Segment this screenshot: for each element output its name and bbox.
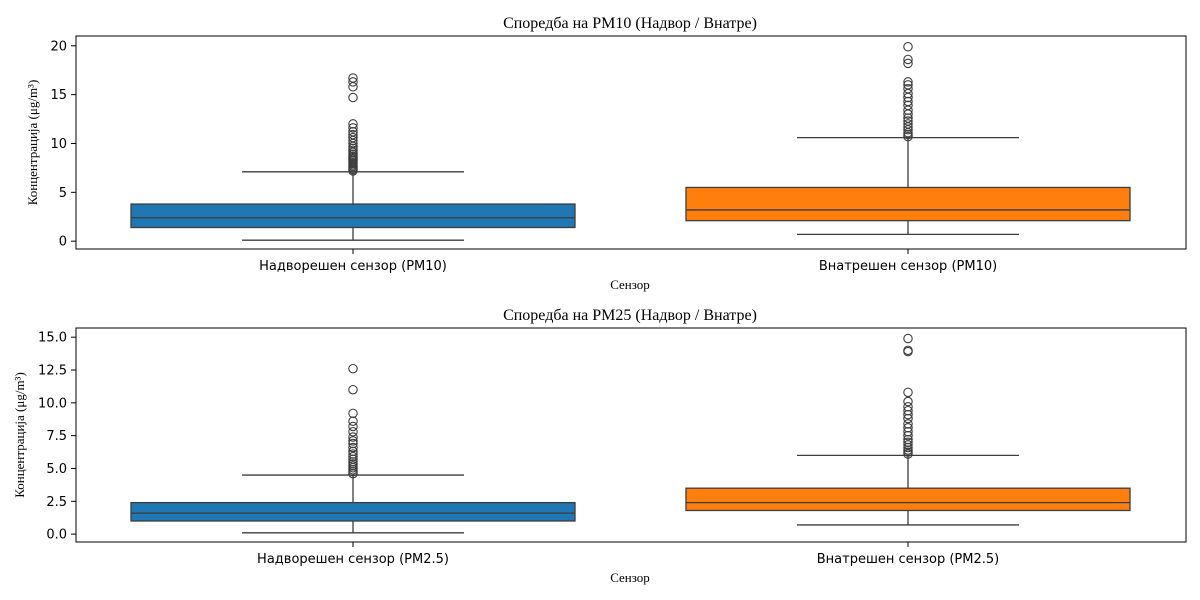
x-tick-label: Внатрешен сензор (PM10) <box>819 259 997 274</box>
y-tick-label: 0 <box>59 235 67 250</box>
chart-title-pm25: Споредба на PM25 (Надвор / Внатре) <box>503 307 757 324</box>
outlier-point <box>348 82 358 92</box>
outlier-point <box>348 384 358 395</box>
x-tick-label: Внатрешен сензор (PM2.5) <box>817 552 1000 567</box>
outlier-point <box>348 73 358 83</box>
axes-frame-pm10 <box>75 35 1187 250</box>
box-outdoor <box>130 203 576 229</box>
outlier-point <box>903 41 913 52</box>
outlier-point <box>903 405 913 416</box>
outlier-point <box>348 119 358 129</box>
subplot-pm10: Споредба на PM10 (Надвор / Внатре) 0 5 10 1… <box>25 15 1187 292</box>
outlier-point <box>348 416 358 426</box>
y-tick-label: 12.5 <box>38 364 67 379</box>
outlier-point <box>903 402 913 412</box>
y-tick-label: 15 <box>50 88 67 103</box>
box-indoor <box>685 186 1131 222</box>
y-tick-label: 10 <box>50 137 67 152</box>
outlier-point <box>903 113 913 123</box>
outlier-point <box>903 96 913 107</box>
x-axis-label-pm25: Сензор <box>610 570 650 585</box>
outlier-point <box>903 77 913 87</box>
y-axis-label-pm25: Концентрација (μg/m³) <box>12 372 27 498</box>
y-tick-label: 2.5 <box>46 495 67 510</box>
outlier-point <box>348 438 358 449</box>
box-outdoor <box>130 501 576 522</box>
x-tick-label: Надворешен сензор (PM10) <box>259 259 447 274</box>
outlier-point <box>903 333 913 344</box>
outlier-point <box>903 396 913 407</box>
outlier-point <box>903 345 913 356</box>
outlier-point <box>348 92 358 103</box>
outlier-point <box>903 423 913 433</box>
outlier-point <box>903 116 913 126</box>
y-tick-label: 7.5 <box>46 429 67 444</box>
outlier-point <box>903 84 913 94</box>
outlier-point <box>348 127 358 137</box>
y-tick-label: 0.0 <box>46 528 67 543</box>
y-tick-label: 5 <box>59 186 67 201</box>
chart-title-pm10: Споредба на PM10 (Надвор / Внатре) <box>503 15 757 32</box>
outlier-point <box>903 80 913 90</box>
y-tick-label: 5.0 <box>46 462 67 477</box>
outlier-point <box>348 426 358 437</box>
outlier-point <box>348 129 358 140</box>
outlier-point <box>348 442 358 453</box>
outlier-point <box>348 421 358 432</box>
outlier-point <box>348 132 358 143</box>
outlier-point <box>348 363 358 374</box>
plot-area-pm10: 0 5 10 15 20 Надворешен сензор (PM10) Внатреше… <box>50 39 1131 274</box>
subplot-pm25: Споредба на PM25 (Надвор / Внатре) 0.0 2.… <box>12 307 1187 585</box>
y-tick-label: 20 <box>50 39 67 54</box>
outlier-point <box>903 54 913 65</box>
plot-area-pm25: 0.0 2.5 5.0 7.5 10.0 12.5 15.0 Надворешен сензо… <box>38 331 1131 567</box>
outlier-point <box>903 100 913 111</box>
outlier-point <box>903 58 913 69</box>
outlier-point <box>348 451 358 462</box>
y-axis-label-pm10: Концентрација (μg/m³) <box>25 80 40 206</box>
outlier-point <box>348 408 358 419</box>
y-tick-label: 10.0 <box>38 396 67 411</box>
outlier-point <box>903 119 913 129</box>
outlier-point <box>348 432 358 442</box>
outlier-point <box>348 436 358 446</box>
box-indoor <box>685 487 1131 512</box>
outlier-point <box>348 449 358 459</box>
outlier-point <box>903 419 913 429</box>
x-axis-label-pm10: Сензор <box>610 277 650 292</box>
outlier-point <box>348 77 358 87</box>
y-tick-label: 15.0 <box>38 331 67 346</box>
outlier-point <box>348 123 358 133</box>
outlier-point <box>903 440 913 450</box>
outlier-point <box>903 387 913 398</box>
x-tick-label: Надворешен сензор (PM2.5) <box>257 552 449 567</box>
outlier-point <box>903 437 913 447</box>
axes-frame-pm25 <box>75 327 1187 543</box>
